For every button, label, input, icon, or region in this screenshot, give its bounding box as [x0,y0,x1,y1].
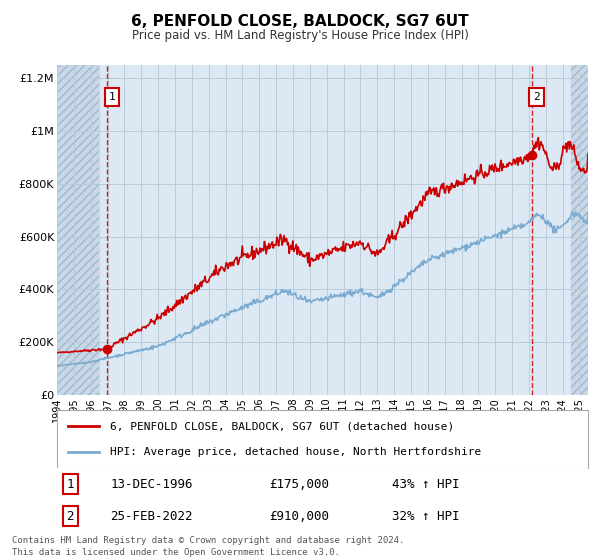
Bar [57,65,99,395]
Text: 13-DEC-1996: 13-DEC-1996 [110,478,193,491]
Bar [571,65,588,395]
Text: 2: 2 [67,510,74,522]
Text: 25-FEB-2022: 25-FEB-2022 [110,510,193,522]
Text: 32% ↑ HPI: 32% ↑ HPI [392,510,459,522]
Text: 43% ↑ HPI: 43% ↑ HPI [392,478,459,491]
Text: 1: 1 [67,478,74,491]
Text: £175,000: £175,000 [269,478,329,491]
Text: This data is licensed under the Open Government Licence v3.0.: This data is licensed under the Open Gov… [12,548,340,557]
Bar [57,65,99,395]
Text: 2: 2 [533,92,540,102]
Bar [571,65,588,395]
Text: HPI: Average price, detached house, North Hertfordshire: HPI: Average price, detached house, Nort… [110,447,481,457]
Text: 6, PENFOLD CLOSE, BALDOCK, SG7 6UT: 6, PENFOLD CLOSE, BALDOCK, SG7 6UT [131,14,469,29]
Text: 6, PENFOLD CLOSE, BALDOCK, SG7 6UT (detached house): 6, PENFOLD CLOSE, BALDOCK, SG7 6UT (deta… [110,421,454,431]
Text: 1: 1 [109,92,115,102]
Text: Price paid vs. HM Land Registry's House Price Index (HPI): Price paid vs. HM Land Registry's House … [131,29,469,42]
Text: Contains HM Land Registry data © Crown copyright and database right 2024.: Contains HM Land Registry data © Crown c… [12,536,404,545]
Text: £910,000: £910,000 [269,510,329,522]
